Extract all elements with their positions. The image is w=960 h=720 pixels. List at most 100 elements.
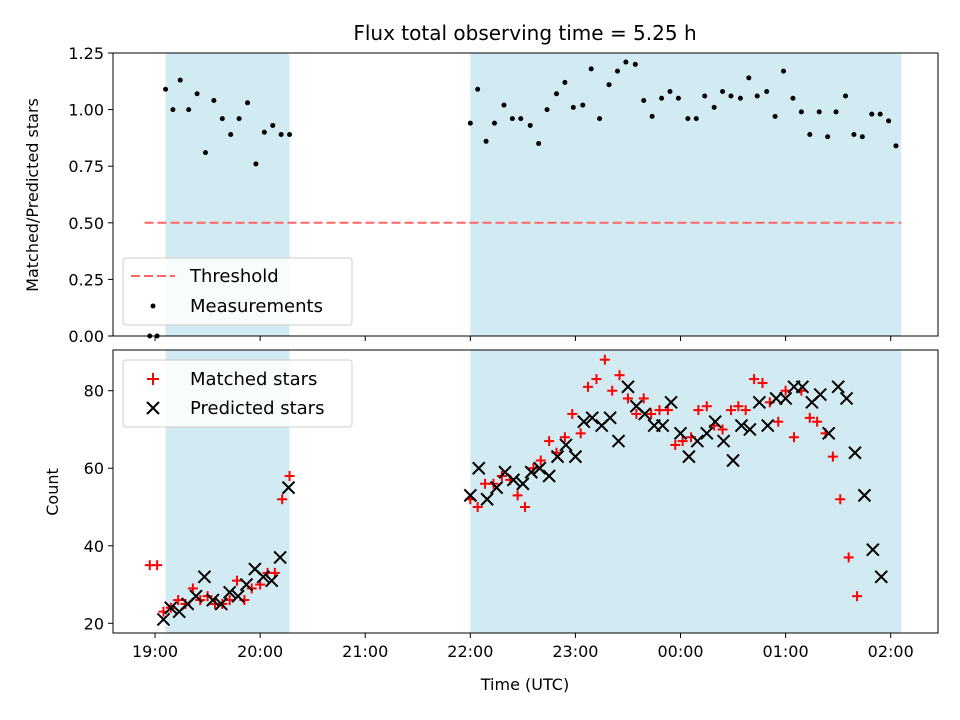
bottom-observing-window-1 xyxy=(470,350,902,633)
measurement-point xyxy=(287,132,293,138)
measurement-point xyxy=(675,95,681,101)
predicted-star-point xyxy=(690,434,705,448)
predicted-star-point xyxy=(778,391,793,406)
measurement-point xyxy=(491,120,497,126)
bottom-panel: 20 40 60 80 19:00 20:00 21:00 22:00 23:00 00:00 0… xyxy=(43,349,939,694)
predicted-star-point xyxy=(716,434,731,448)
predicted-star-point xyxy=(611,434,626,448)
predicted-star-point xyxy=(638,407,652,421)
measurement-point xyxy=(798,109,804,115)
x-axis-label: Time (UTC) xyxy=(480,675,569,694)
matched-star-point xyxy=(733,401,744,412)
x-tick-label: 02:00 xyxy=(868,642,914,661)
x-tick-label: 19:00 xyxy=(132,642,178,661)
measurement-point xyxy=(467,120,473,126)
predicted-star-point xyxy=(542,469,556,483)
measurement-point xyxy=(606,82,612,88)
predicted-star-point xyxy=(197,570,212,584)
measurement-point xyxy=(219,116,225,122)
measurement-point xyxy=(623,59,629,65)
measurement-point xyxy=(720,88,726,94)
measurement-point xyxy=(544,107,550,113)
predicted-star-point xyxy=(708,415,722,429)
matched-star-point xyxy=(804,412,815,423)
measurement-point xyxy=(781,68,787,74)
predicted-star-point xyxy=(726,453,740,468)
matched-star-point xyxy=(528,463,539,474)
measurement-point xyxy=(641,98,647,104)
predicted-star-point xyxy=(821,426,836,441)
measurement-point xyxy=(588,66,594,72)
matched-star-point xyxy=(654,405,665,416)
measurement-point xyxy=(764,88,770,94)
measurement-point xyxy=(825,134,831,140)
predicted-star-point xyxy=(673,426,688,441)
predicted-star-point xyxy=(857,488,872,503)
predicted-star-point xyxy=(700,426,714,441)
measurement-point xyxy=(816,109,822,115)
predicted-star-point xyxy=(264,573,279,588)
legend-matched-swatch xyxy=(147,373,159,385)
matched-star-point xyxy=(472,502,483,513)
matched-star-point xyxy=(789,432,800,443)
matched-star-point xyxy=(567,408,578,419)
measurement-point xyxy=(807,132,813,138)
predicted-star-point xyxy=(585,411,599,425)
predicted-star-point xyxy=(156,612,171,627)
matched-star-point xyxy=(622,393,633,404)
matched-star-point xyxy=(757,377,768,388)
predicted-star-point xyxy=(682,449,696,464)
measurement-point xyxy=(278,132,284,138)
matched-star-point xyxy=(725,405,736,416)
x-tick-label: 00:00 xyxy=(657,642,703,661)
top-y-tick-label: 0.50 xyxy=(68,214,104,233)
measurement-point xyxy=(170,107,176,113)
matched-star-point xyxy=(544,436,555,447)
matched-star-point xyxy=(812,416,823,427)
top-observing-window-1 xyxy=(470,53,902,336)
matched-star-point xyxy=(512,490,523,501)
measurement-point xyxy=(509,116,515,122)
matched-star-point xyxy=(843,552,854,563)
predicted-star-point xyxy=(848,446,862,460)
matched-star-point xyxy=(591,374,602,385)
predicted-star-point xyxy=(281,480,296,495)
matched-star-point xyxy=(575,428,586,439)
matched-star-point xyxy=(717,424,728,435)
measurement-point xyxy=(261,129,267,135)
legend-predicted-label: Predicted stars xyxy=(190,398,324,419)
measurement-point xyxy=(754,93,760,99)
measurement-point xyxy=(186,107,192,113)
measurement-point xyxy=(685,116,691,122)
bottom-y-tick-label: 40 xyxy=(84,537,104,556)
measurement-point xyxy=(886,118,892,124)
predicted-star-point xyxy=(831,380,845,394)
predicted-star-point xyxy=(621,380,635,394)
predicted-star-point xyxy=(603,411,617,425)
matched-star-point xyxy=(749,374,760,385)
measurement-point xyxy=(597,116,603,122)
matched-star-point xyxy=(740,405,751,416)
predicted-star-point xyxy=(164,601,178,615)
measurement-point xyxy=(702,93,708,99)
predicted-star-point xyxy=(256,570,270,584)
measurement-point xyxy=(659,95,665,101)
top-legend: Threshold Measurements xyxy=(122,257,353,326)
measurement-point xyxy=(536,141,542,147)
matched-star-point xyxy=(701,401,712,412)
top-y-tick-label: 0.25 xyxy=(68,270,104,289)
predicted-star-point xyxy=(839,391,854,406)
predicted-star-point xyxy=(743,422,757,437)
measurement-point xyxy=(228,132,234,138)
x-tick-label: 22:00 xyxy=(447,642,493,661)
matched-star-point xyxy=(638,393,649,404)
predicted-star-point xyxy=(516,477,530,491)
legend-measurements-swatch xyxy=(150,303,156,309)
x-tick-label: 23:00 xyxy=(552,642,598,661)
predicted-star-point xyxy=(524,465,538,479)
predicted-star-point xyxy=(214,597,228,611)
bottom-y-tick-label: 60 xyxy=(84,459,104,478)
matched-star-point xyxy=(535,455,546,466)
predicted-star-point xyxy=(874,570,888,584)
top-y-tick-label: 1.25 xyxy=(68,44,104,63)
